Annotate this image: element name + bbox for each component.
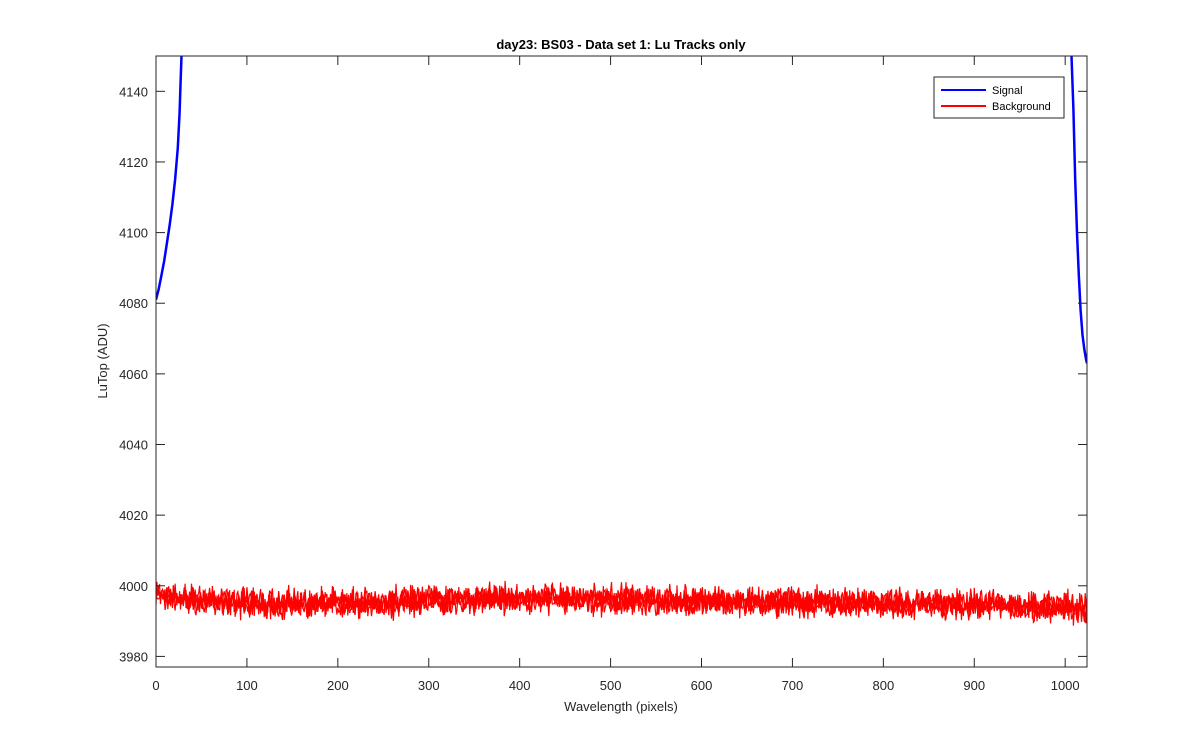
axes-box	[155, 55, 1088, 668]
x-axis-label: Wavelength (pixels)	[564, 699, 678, 714]
x-tick-label: 200	[327, 678, 349, 693]
x-tick-label: 500	[600, 678, 622, 693]
y-tick-label: 4120	[119, 155, 148, 170]
y-tick-label: 4140	[119, 84, 148, 99]
axes-layer: 0 100 200 300 400 500 600 700 800 900 1000 3980 4000…	[119, 55, 1088, 693]
x-tick-label: 0	[152, 678, 159, 693]
y-tick-label: 4060	[119, 367, 148, 382]
x-tick-label: 1000	[1051, 678, 1080, 693]
series-layer	[156, 56, 1087, 626]
y-tick-label: 4000	[119, 579, 148, 594]
y-tick-label: 4080	[119, 296, 148, 311]
signal-series-segment	[1070, 56, 1087, 364]
legend-label-signal: Signal	[992, 85, 1023, 97]
x-tick-label: 800	[872, 678, 894, 693]
legend-box	[933, 76, 1065, 119]
background-series-trace	[156, 581, 1087, 624]
y-tick-label: 4020	[119, 508, 148, 523]
y-tick-label: 4040	[119, 437, 148, 452]
x-tick-label: 600	[691, 678, 713, 693]
x-tick-label: 100	[236, 678, 258, 693]
legend: Signal Background	[933, 76, 1065, 119]
chart-title: day23: BS03 - Data set 1: Lu Tracks only	[496, 37, 746, 52]
x-tick-label: 300	[418, 678, 440, 693]
legend-label-background: Background	[992, 101, 1051, 113]
background-series-trace	[156, 580, 1087, 626]
y-axis-label: LuTop (ADU)	[95, 323, 110, 398]
x-tick-label: 900	[963, 678, 985, 693]
x-tick-label: 400	[509, 678, 531, 693]
y-tick-label: 3980	[119, 649, 148, 664]
x-tick-label: 700	[782, 678, 804, 693]
plot-area	[156, 56, 1087, 667]
y-tick-label: 4100	[119, 226, 148, 241]
signal-series-segment	[156, 56, 183, 301]
